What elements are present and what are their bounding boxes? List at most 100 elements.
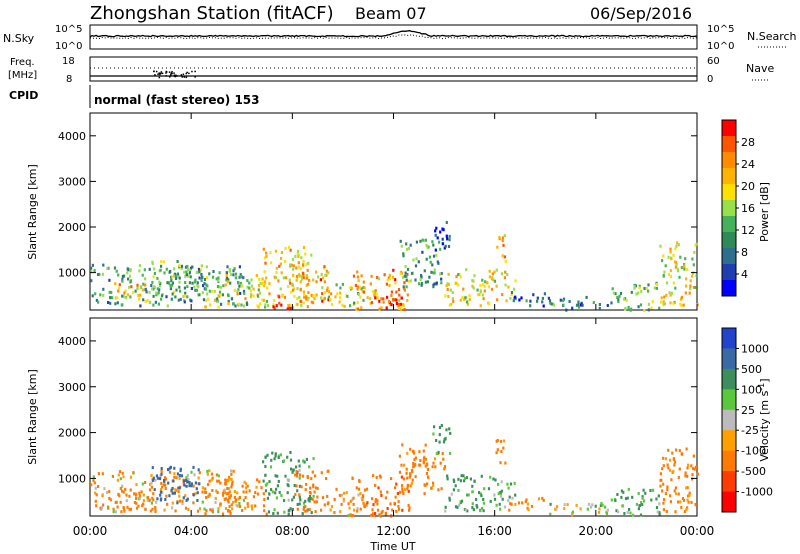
power-cell [284,247,287,250]
velocity-cell [219,481,222,485]
velocity-cell [604,505,607,509]
velocity-cell [312,483,315,487]
power-colorbar-swatch [722,248,736,265]
power-cell [488,269,491,273]
power-cell [339,296,342,300]
velocity-cell [437,450,440,454]
power-cell [439,272,442,276]
velocity-cell [188,484,191,488]
power-cell [403,274,406,278]
power-cell [341,303,344,307]
power-cell [280,256,283,260]
nave-dip-point [158,72,160,74]
power-cell [356,275,360,279]
power-cell [90,279,93,283]
velocity-cell [287,512,290,516]
power-cell [216,300,219,304]
power-cell [302,301,305,305]
velocity-cell [125,499,128,503]
velocity-cell [252,495,256,499]
power-cell [672,301,675,305]
power-cell [565,308,568,312]
velocity-cell [149,482,152,486]
velocity-cell [274,452,277,456]
power-cell [178,285,181,289]
velocity-cell [641,503,644,507]
velocity-cell [412,465,415,469]
velocity-colorbar-swatch [722,491,736,513]
velocity-cell [101,472,104,476]
power-cell [217,305,220,309]
power-cell [675,244,678,248]
velocity-cell [669,468,672,472]
power-cell [617,300,620,304]
velocity-cell [228,475,231,479]
power-cell [432,271,435,275]
power-cell [653,286,656,290]
velocity-cell [591,503,594,507]
power-cell [261,298,264,302]
power-cell [91,263,94,267]
velocity-cell [686,466,689,470]
velocity-cell [424,443,427,447]
velocity-cell [279,453,282,457]
x-tick-label: 08:00 [275,524,310,538]
velocity-colorbar-tick-label: -1000 [741,486,773,499]
velocity-cell [207,483,210,487]
velocity-cell [389,514,393,518]
power-cell [405,247,409,251]
power-cell [388,277,391,281]
power-cell [680,297,683,301]
velocity-cell [195,487,198,491]
power-colorbar-tick-label: 16 [741,202,755,215]
velocity-cell [304,488,307,492]
velocity-cell [659,478,662,482]
power-cell [272,303,275,307]
velocity-cell [236,504,239,508]
velocity-cell [426,468,429,471]
velocity-cell [691,473,694,477]
power-cell [246,279,249,283]
power-cell [406,293,409,297]
velocity-cell [549,512,552,516]
power-cell [178,276,181,280]
nave-dip-point [155,70,158,73]
x-tick-label: 16:00 [477,524,512,538]
velocity-data [90,424,699,518]
power-cell [690,274,694,278]
power-cell [650,306,653,310]
power-cell [483,289,486,293]
velocity-cell [423,492,426,496]
velocity-cell [160,481,163,485]
power-cell [226,265,229,269]
velocity-cell [693,467,696,471]
velocity-cell [687,500,690,504]
power-cell [189,266,193,270]
velocity-cell [269,465,273,469]
nave-dip-point [194,70,196,73]
power-cell [197,267,201,271]
velocity-cell [241,484,244,488]
power-cell [122,294,125,298]
cpid-label: CPID [9,89,38,102]
power-cell [153,285,156,289]
power-cell [219,285,223,289]
power-cell [643,309,646,312]
nave-dip-point [165,72,167,74]
power-cell [153,267,156,271]
velocity-cell [663,498,666,502]
power-cell [349,286,352,289]
velocity-cell [600,501,603,505]
power-cell [216,285,220,288]
velocity-cell [237,497,240,501]
velocity-cell [99,506,102,510]
power-cell [689,284,692,288]
velocity-cell [286,491,289,495]
power-cell [680,295,683,299]
power-cell [198,276,201,280]
power-cell [630,290,633,294]
power-cell [695,242,698,246]
y-tick-label: 1000 [58,472,86,485]
velocity-cell [163,508,166,512]
